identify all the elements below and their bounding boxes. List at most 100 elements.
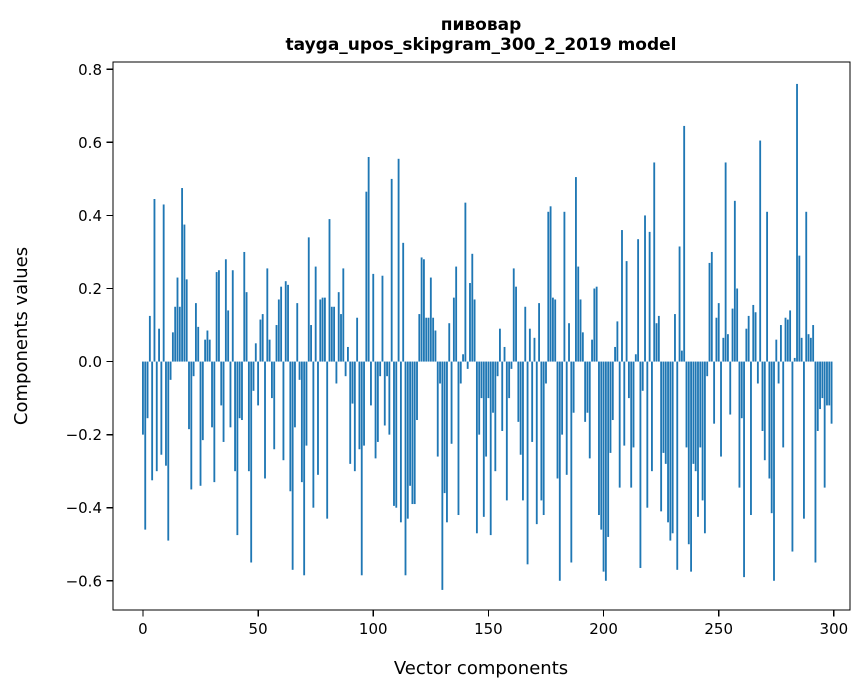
bar	[731, 308, 734, 362]
bar	[796, 83, 798, 362]
bar	[505, 361, 508, 501]
bar	[747, 315, 750, 362]
bar	[779, 325, 782, 362]
bar	[376, 361, 379, 442]
bar	[611, 361, 614, 421]
bar	[296, 303, 299, 362]
bar	[786, 319, 789, 362]
bar	[669, 361, 672, 541]
bar	[162, 204, 165, 362]
bar	[494, 361, 497, 472]
bar	[254, 343, 257, 362]
bar	[298, 361, 301, 380]
bar	[828, 361, 831, 406]
bar	[326, 361, 329, 519]
bar	[420, 257, 423, 362]
bar	[411, 361, 414, 505]
bar	[300, 361, 303, 483]
bar	[321, 297, 324, 362]
bar	[294, 361, 296, 428]
bar	[487, 361, 490, 399]
bar	[713, 361, 716, 424]
bar	[243, 251, 246, 362]
bar	[393, 361, 395, 506]
bar	[586, 361, 589, 413]
bar	[485, 361, 488, 457]
bar	[312, 361, 315, 508]
bar	[733, 200, 736, 362]
bar	[515, 286, 517, 362]
bar	[609, 361, 612, 453]
bar	[450, 361, 453, 444]
bar	[289, 361, 292, 492]
bar	[457, 361, 460, 516]
bar	[600, 361, 603, 530]
bar	[464, 202, 467, 362]
bar	[556, 361, 559, 479]
bar	[678, 246, 681, 362]
bar	[397, 158, 400, 362]
bar	[717, 303, 720, 362]
bar	[706, 361, 709, 377]
bar	[190, 361, 193, 490]
bar	[199, 361, 202, 486]
bar	[402, 242, 405, 362]
bar	[823, 361, 826, 488]
x-tick-label: 250	[704, 620, 733, 638]
bar	[323, 297, 326, 362]
bar	[598, 361, 600, 516]
bar	[452, 297, 455, 362]
bar	[229, 361, 232, 428]
bar	[409, 361, 412, 486]
bar	[535, 361, 538, 525]
bar	[160, 361, 163, 455]
bar	[344, 361, 347, 377]
bar	[250, 361, 253, 563]
bar	[273, 361, 276, 450]
bar	[581, 332, 584, 362]
bar	[151, 361, 154, 481]
bar	[701, 361, 704, 501]
bar	[188, 361, 190, 430]
bar	[275, 325, 278, 362]
bar	[427, 317, 430, 362]
bar	[789, 310, 792, 362]
bar	[475, 361, 478, 534]
bar	[351, 361, 354, 404]
bar	[282, 361, 285, 461]
bar	[814, 361, 817, 563]
bar	[768, 361, 771, 479]
bar	[418, 314, 421, 362]
bar	[685, 361, 688, 448]
bar	[383, 361, 386, 426]
y-tick-label: 0.8	[78, 61, 102, 79]
bar	[766, 211, 769, 362]
bar	[512, 268, 515, 362]
bar	[480, 361, 483, 399]
bar	[729, 361, 732, 415]
bar	[657, 315, 660, 362]
bar	[708, 262, 711, 362]
x-tick-label: 50	[249, 620, 268, 638]
bar	[570, 361, 573, 563]
bar	[374, 361, 377, 459]
bar	[805, 211, 808, 362]
bar	[169, 361, 172, 380]
bar	[305, 361, 308, 446]
bar	[591, 339, 593, 362]
bar	[816, 361, 819, 431]
bar	[784, 317, 787, 362]
bar	[365, 191, 368, 362]
bar	[372, 273, 375, 362]
bar	[664, 361, 667, 464]
bar	[752, 304, 755, 362]
axes-spines	[112, 61, 851, 611]
bar	[201, 361, 204, 441]
bar	[687, 361, 690, 545]
bar	[501, 361, 504, 431]
bar	[759, 140, 762, 362]
bar	[448, 323, 451, 362]
bar	[363, 361, 365, 446]
bar	[482, 361, 485, 517]
y-tick-label: 0.2	[78, 280, 102, 298]
